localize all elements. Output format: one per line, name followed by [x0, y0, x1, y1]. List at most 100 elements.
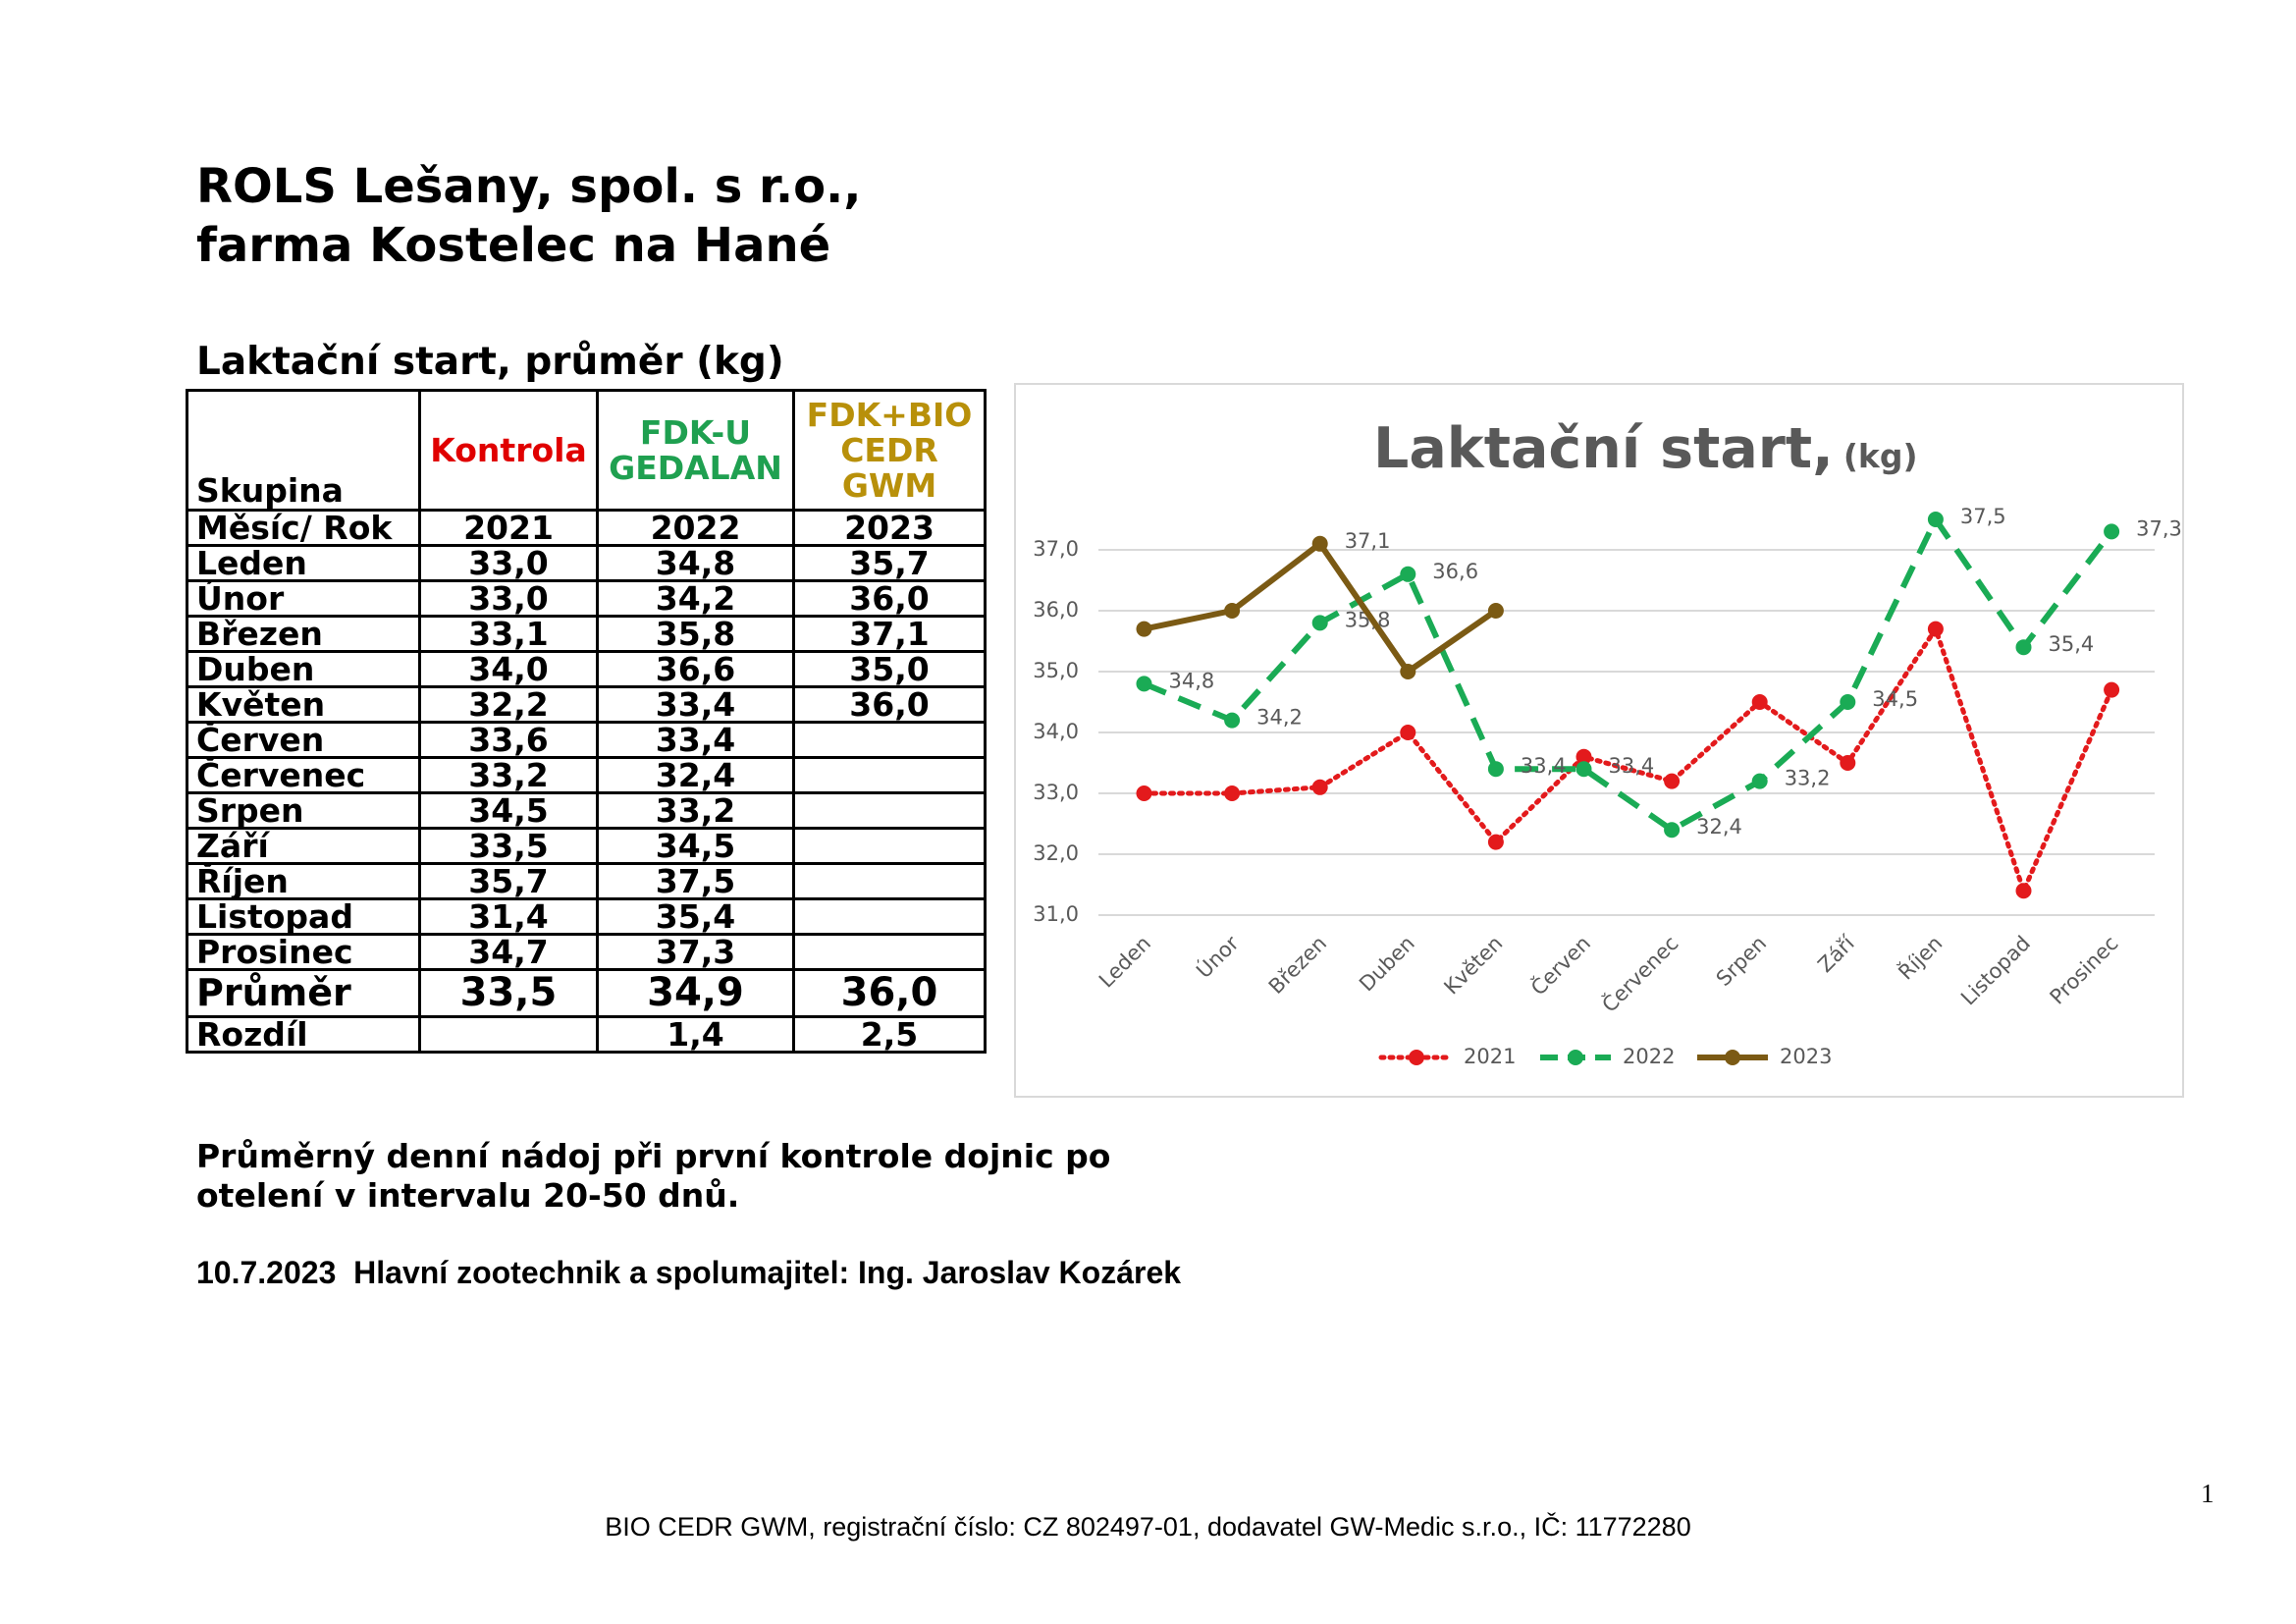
- table-cell: 34,5: [418, 791, 599, 830]
- table-cell: 33,6: [418, 721, 599, 759]
- table-cell: 33,5: [418, 968, 599, 1018]
- series-marker: [1400, 566, 1416, 582]
- table-cell: 34,8: [596, 544, 795, 582]
- table-cell: [792, 756, 987, 794]
- legend-label: 2022: [1623, 1045, 1675, 1068]
- table-cell: 34,0: [418, 650, 599, 688]
- table-cell: Červen: [186, 721, 421, 759]
- table-row: Listopad 31,4 35,4: [186, 897, 987, 936]
- x-tick-label: Červen: [1525, 931, 1595, 1001]
- table-cell: Listopad: [186, 897, 421, 936]
- series-marker: [1136, 785, 1152, 801]
- series-marker: [1487, 761, 1504, 778]
- table-row: Květen 32,2 33,4 36,0: [186, 685, 987, 724]
- series-marker: [1224, 712, 1241, 729]
- table-row: Průměr 33,5 34,9 36,0: [186, 968, 987, 1018]
- series-marker: [1840, 755, 1856, 771]
- series-marker: [2104, 681, 2120, 698]
- table-cell: Rozdíl: [186, 1015, 421, 1054]
- table-cell: Leden: [186, 544, 421, 582]
- table-row: Březen 33,1 35,8 37,1: [186, 615, 987, 653]
- table-cell: [792, 862, 987, 900]
- x-tick-label: Prosinec: [2046, 932, 2123, 1009]
- table-cell: 35,8: [596, 615, 795, 653]
- table-cell: 32,2: [418, 685, 599, 724]
- header-line: GEDALAN: [609, 448, 782, 487]
- table-row: Červenec 33,2 32,4: [186, 756, 987, 794]
- header-line: FDK+BIO: [806, 395, 973, 434]
- header-line: Kontrola: [430, 430, 587, 469]
- table-cell: 33,5: [418, 827, 599, 865]
- header-row: Skupina Kontrola FDK-U GEDALAN FDK+BIO CEDR GW…: [186, 389, 987, 512]
- title-line: ROLS Lešany, spol. s r.o.,: [196, 159, 862, 214]
- legend-label: 2023: [1780, 1045, 1832, 1068]
- table-caption: Laktační start, průměr (kg): [196, 340, 784, 384]
- value-label: 33,4: [1609, 754, 1655, 778]
- table-cell: Průměr: [186, 968, 421, 1018]
- y-tick-label: 35,0: [1033, 659, 1079, 682]
- table-cell: Duben: [186, 650, 421, 688]
- table-cell: 35,7: [418, 862, 599, 900]
- series-marker: [1311, 535, 1328, 552]
- data-table: Skupina Kontrola FDK-U GEDALAN FDK+BIO CEDR GW…: [186, 389, 987, 1054]
- series-marker: [1751, 773, 1768, 789]
- table-cell: 36,0: [792, 579, 987, 618]
- series-marker: [1840, 694, 1856, 710]
- value-label: 37,5: [1960, 505, 2006, 528]
- value-label: 34,2: [1256, 706, 1303, 730]
- footer: BIO CEDR GWM, registrační číslo: CZ 8024…: [605, 1512, 1691, 1542]
- table-cell: Měsíc/ Rok: [186, 509, 421, 547]
- series-marker: [1664, 773, 1681, 789]
- x-tick-label: Listopad: [1956, 932, 2035, 1010]
- table-row: Září 33,5 34,5: [186, 827, 987, 865]
- x-tick-label: Leden: [1095, 932, 1155, 993]
- x-tick-label: Srpen: [1712, 932, 1771, 991]
- header-cell: Skupina: [186, 389, 421, 512]
- table-cell: [792, 827, 987, 865]
- value-label: 36,6: [1432, 560, 1478, 583]
- value-label: 35,4: [2049, 632, 2095, 656]
- y-tick-label: 32,0: [1033, 841, 1079, 865]
- table-cell: 33,0: [418, 544, 599, 582]
- title-line: farma Kostelec na Hané: [196, 218, 831, 273]
- table-cell: 33,4: [596, 721, 795, 759]
- table-row: Prosinec 34,7 37,3: [186, 933, 987, 971]
- table-cell: 37,5: [596, 862, 795, 900]
- x-tick-label: Únor: [1191, 931, 1243, 983]
- legend-marker: [1409, 1050, 1424, 1065]
- header-line: Skupina: [196, 471, 344, 510]
- x-tick-label: Červenec: [1597, 931, 1683, 1017]
- value-label: 33,2: [1785, 767, 1831, 790]
- series-line: [1143, 516, 2114, 834]
- header-cell: Kontrola: [418, 389, 599, 512]
- table-cell: [792, 721, 987, 759]
- table-cell: Září: [186, 827, 421, 865]
- series-line: [1142, 626, 2114, 893]
- series-marker: [1400, 664, 1416, 679]
- value-label: 37,3: [2136, 516, 2182, 540]
- series-marker: [2015, 639, 2032, 656]
- table-cell: Červenec: [186, 756, 421, 794]
- series-marker: [1927, 512, 1944, 527]
- header-line: FDK-U: [639, 412, 752, 452]
- table-cell: 34,5: [596, 827, 795, 865]
- table-cell: 2,5: [792, 1015, 987, 1054]
- value-label: 34,8: [1169, 669, 1215, 692]
- value-label: 34,5: [1872, 687, 1918, 711]
- series-marker: [2104, 523, 2120, 540]
- series-marker: [1224, 785, 1241, 801]
- page-number: 1: [2201, 1479, 2215, 1508]
- table-row: Leden 33,0 34,8 35,7: [186, 544, 987, 582]
- value-label: 37,1: [1345, 529, 1391, 553]
- y-tick-label: 34,0: [1033, 720, 1079, 743]
- signature: 10.7.2023 Hlavní zootechnik a spolumajit…: [196, 1255, 1182, 1290]
- y-tick-label: 31,0: [1033, 902, 1079, 926]
- x-tick-label: Září: [1813, 931, 1859, 977]
- header-line: CEDR: [840, 430, 938, 469]
- series-marker: [1664, 822, 1681, 839]
- header-line: GWM: [841, 465, 937, 505]
- chart-title: Laktační start, (kg): [1373, 416, 1918, 481]
- table-row: Srpen 34,5 33,2: [186, 791, 987, 830]
- table-cell: 37,3: [596, 933, 795, 971]
- x-tick-label: Říjen: [1894, 931, 1948, 985]
